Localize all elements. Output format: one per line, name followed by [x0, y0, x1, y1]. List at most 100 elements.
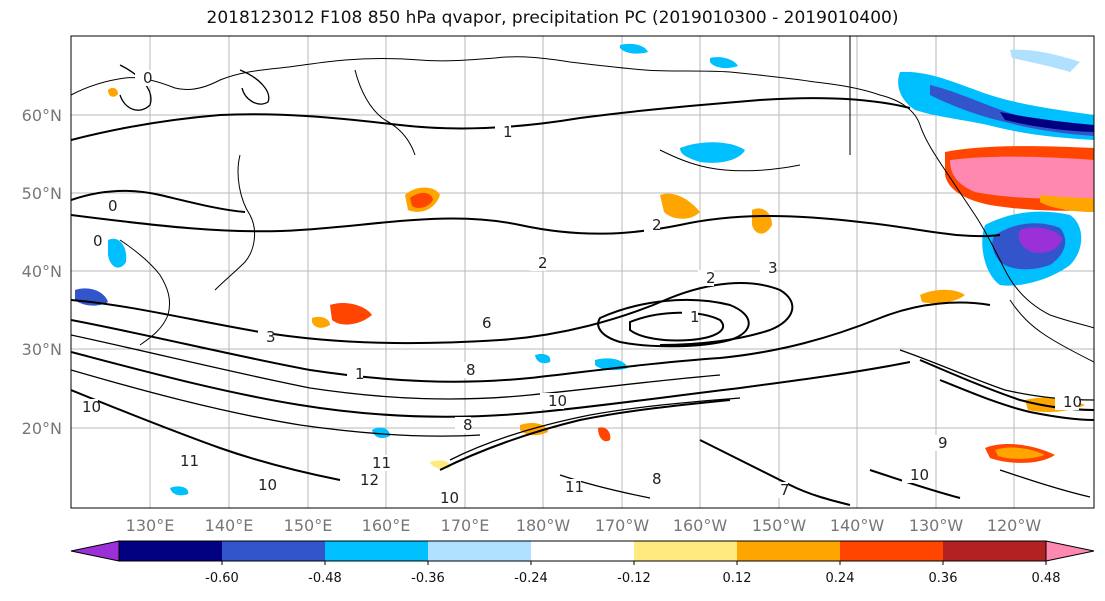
lon-tick-label: 150°E	[284, 516, 333, 535]
contour-label: 0	[143, 69, 153, 87]
colorbar-tick-label: -0.12	[617, 571, 651, 586]
lon-tick-label: 170°E	[441, 516, 490, 535]
colorbar-segment	[840, 541, 943, 561]
precip-shading	[75, 43, 1094, 496]
contour-label-bg	[644, 217, 660, 233]
lon-tick-label: 180°W	[516, 516, 571, 535]
colorbar-extend-low	[70, 540, 120, 562]
contour-label: 8	[652, 470, 662, 488]
contour-label: 8	[466, 361, 476, 379]
longitude-labels: 130°E 140°E 150°E 160°E 170°E 180°W 170°W 160°W…	[126, 516, 1042, 535]
contour-label-bg	[347, 366, 363, 382]
map-frame	[70, 35, 1095, 509]
lon-tick-label: 150°W	[752, 516, 807, 535]
contour-label: 10	[1063, 393, 1082, 411]
colorbar-tick-label: 0.36	[929, 571, 958, 586]
contour-label: 11	[180, 452, 199, 470]
contour-label: 1	[503, 123, 513, 141]
contour-label-bg	[1055, 394, 1079, 410]
contour-label-bg	[495, 124, 511, 140]
lon-tick-label: 170°W	[595, 516, 650, 535]
contour-label-bg	[644, 471, 660, 487]
colorbar-segment	[737, 541, 840, 561]
contour-label-bg	[250, 477, 274, 493]
lat-tick-label: 50°N	[22, 184, 62, 203]
contour-label: 10	[82, 398, 101, 416]
contour-label-bg	[458, 362, 474, 378]
colorbar-extend-high	[1045, 540, 1095, 562]
contour-label: 11	[565, 478, 584, 496]
map-title: 2018123012 F108 850 hPa qvapor, precipit…	[206, 8, 899, 28]
contour-label: 6	[482, 314, 492, 332]
contour-label: 1	[690, 308, 700, 326]
contour-label-bg	[74, 399, 98, 415]
contour-label-bg	[455, 417, 471, 433]
latitude-labels: 60°N 50°N 40°N 30°N 20°N	[22, 106, 62, 438]
contour-label: 3	[266, 328, 276, 346]
contour-label-bg	[760, 260, 776, 276]
colorbar-tick-label: 0.24	[826, 571, 855, 586]
colorbar-segment	[325, 541, 428, 561]
lat-tick-label: 60°N	[22, 106, 62, 125]
contour-label: 0	[93, 232, 103, 250]
contour-label: 10	[548, 392, 567, 410]
lon-tick-label: 130°W	[909, 516, 964, 535]
contour-label-bg	[698, 270, 714, 286]
colorbar-tick-label: 0.48	[1032, 571, 1061, 586]
colorbar-segment	[943, 541, 1046, 561]
contour-label-bg	[474, 315, 490, 331]
colorbar-segment	[222, 541, 325, 561]
lon-tick-label: 160°W	[673, 516, 728, 535]
contour-label: 3	[768, 259, 778, 277]
contour-label: 12	[360, 471, 379, 489]
contour-label-bg	[530, 255, 546, 271]
lon-tick-label: 130°E	[126, 516, 175, 535]
contour-label: 2	[538, 254, 548, 272]
contour-label: 11	[372, 454, 391, 472]
lat-tick-label: 20°N	[22, 419, 62, 438]
colorbar-tick-label: -0.36	[411, 571, 445, 586]
lon-tick-label: 160°E	[362, 516, 411, 535]
lon-tick-label: 120°W	[987, 516, 1042, 535]
contour-label: 1	[355, 365, 365, 383]
colorbar-tick-label: -0.60	[205, 571, 239, 586]
colorbar-segment	[119, 541, 222, 561]
contour-label-bg	[352, 472, 376, 488]
contour-label: 10	[258, 476, 277, 494]
contour-label-bg	[432, 490, 456, 506]
contour-label-bg	[85, 233, 101, 249]
colorbar-segment	[634, 541, 737, 561]
colorbar-tick-label: -0.48	[308, 571, 342, 586]
contour-label: 2	[706, 269, 716, 287]
contour-label-bg	[772, 482, 788, 498]
contour-label-bg	[902, 467, 926, 483]
contour-label-bg	[930, 435, 946, 451]
colorbar-tick-label: 0.12	[723, 571, 752, 586]
contour-label-bg	[258, 329, 274, 345]
contour-label: 2	[652, 216, 662, 234]
contour-label-bg	[682, 309, 698, 325]
contour-label: 10	[910, 466, 929, 484]
colorbar-outline	[118, 540, 1047, 562]
contour-label-bg	[172, 453, 196, 469]
contour-label: 9	[938, 434, 948, 452]
contour-label-bg	[557, 479, 581, 495]
contour-label: 7	[780, 481, 790, 499]
lon-tick-label: 140°W	[830, 516, 885, 535]
contour-label-bg	[135, 70, 151, 86]
coastlines	[71, 36, 1094, 363]
contour-label: 0	[108, 197, 118, 215]
contour-label-bg	[100, 198, 116, 214]
colorbar-segment	[531, 541, 634, 561]
lat-tick-label: 40°N	[22, 262, 62, 281]
colorbar-segment	[428, 541, 531, 561]
contour-label-bg	[364, 455, 388, 471]
lon-tick-label: 140°E	[205, 516, 254, 535]
colorbar-tick-label: -0.24	[514, 571, 548, 586]
contour-label: 10	[440, 489, 459, 507]
colorbar: -0.60 -0.48 -0.36 -0.24 -0.12 0.12 0.24 0.36 0.4…	[70, 540, 1095, 586]
lat-tick-label: 30°N	[22, 340, 62, 359]
contour-label: 8	[463, 416, 473, 434]
contour-label-bg	[540, 393, 564, 409]
